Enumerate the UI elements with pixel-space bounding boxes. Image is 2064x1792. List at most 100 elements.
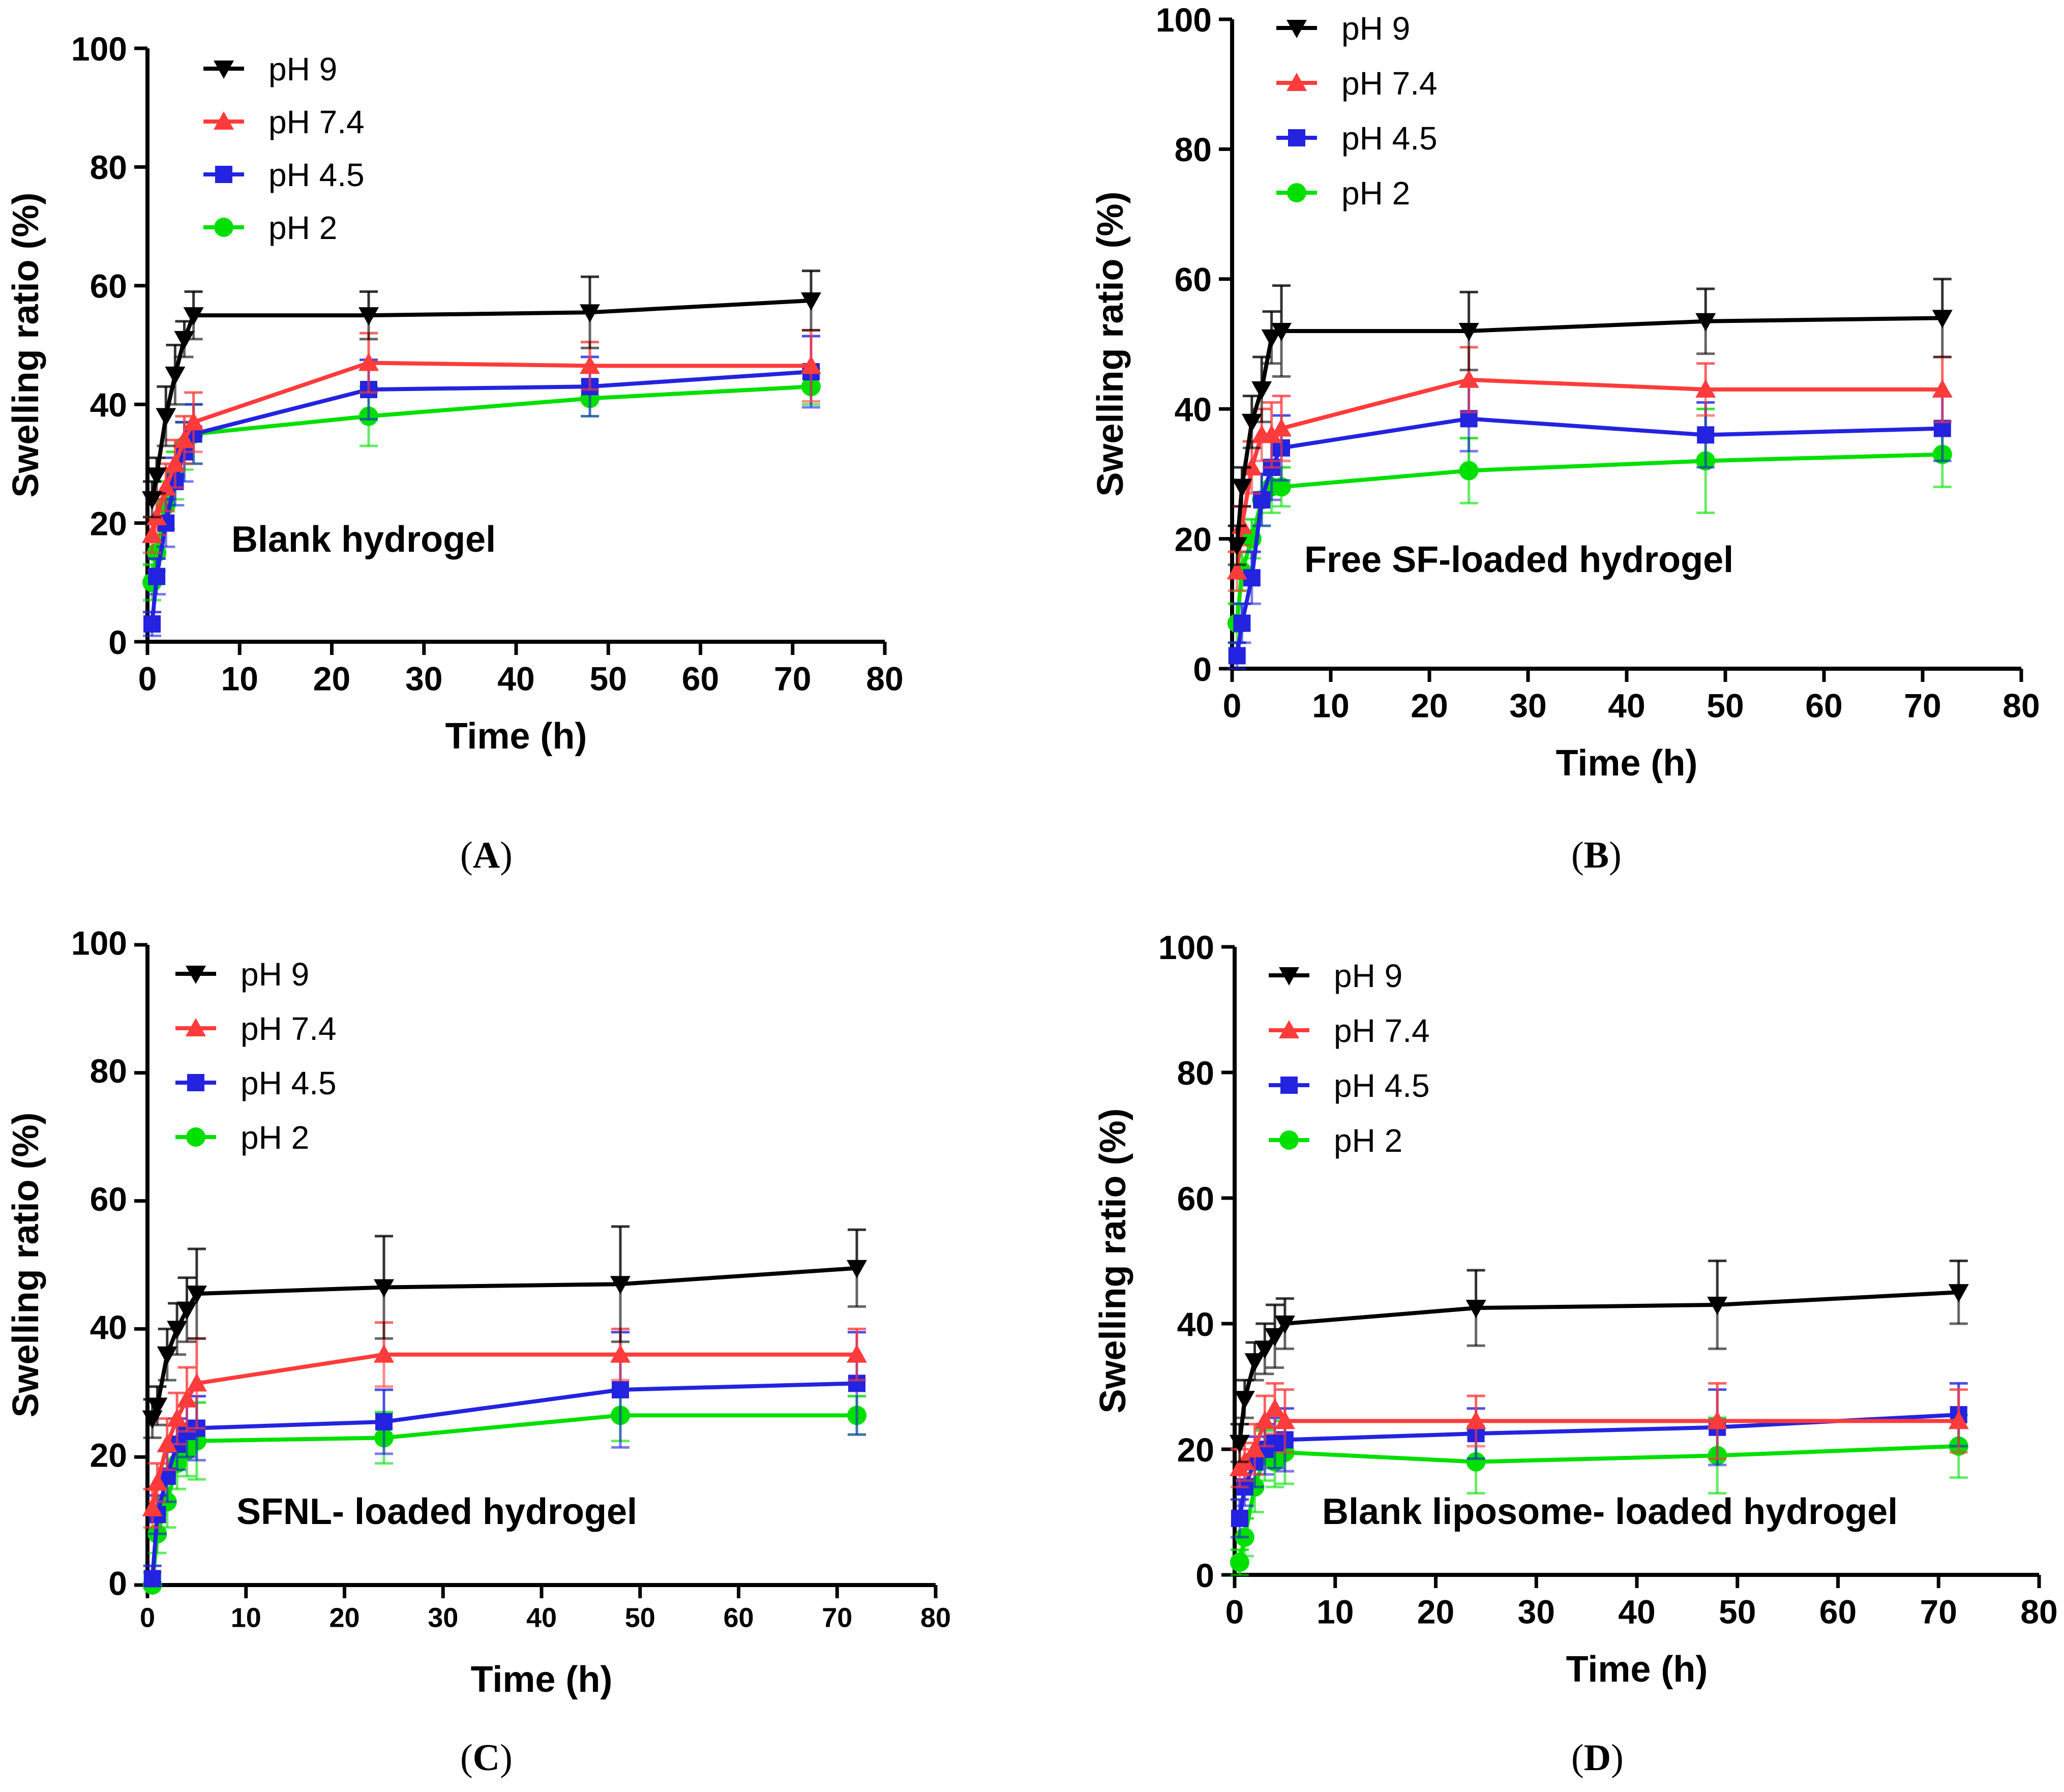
data-point	[1228, 647, 1246, 665]
data-point	[1697, 426, 1715, 444]
series-ph-9	[1227, 278, 1953, 566]
x-tick-label: 10	[1312, 686, 1349, 724]
x-axis-label: Time (h)	[471, 1659, 613, 1700]
x-tick-label: 20	[329, 1603, 360, 1633]
panel-label-c: (C)	[460, 1737, 513, 1779]
data-point	[610, 1344, 631, 1363]
data-point	[1261, 329, 1282, 348]
panel-label-d: (D)	[1571, 1737, 1624, 1779]
data-point	[167, 1321, 188, 1339]
data-point	[165, 453, 186, 472]
y-axis-label: Swelling ratio (%)	[1090, 191, 1131, 496]
data-point	[801, 355, 821, 374]
data-point	[1466, 1452, 1486, 1472]
legend-label: pH 9	[241, 956, 309, 993]
data-point	[1231, 1509, 1248, 1527]
data-point	[610, 1276, 631, 1295]
legend-marker	[1279, 967, 1299, 985]
legend-marker	[1287, 73, 1307, 91]
legend-label: pH 7.4	[1334, 1012, 1430, 1049]
data-point	[1948, 1284, 1969, 1303]
data-point	[165, 366, 186, 385]
x-tick-label: 30	[1518, 1593, 1555, 1630]
y-tick-label: 100	[71, 924, 127, 962]
data-point	[186, 1373, 207, 1392]
legend-label: pH 4.5	[241, 1065, 337, 1101]
data-point	[1458, 322, 1479, 341]
x-tick-label: 50	[590, 660, 627, 697]
x-tick-label: 50	[1719, 1593, 1756, 1630]
data-point	[374, 1344, 394, 1363]
data-point	[1932, 310, 1953, 328]
series-line	[150, 298, 812, 500]
series-ph-2	[1227, 407, 1952, 644]
data-point	[1271, 418, 1292, 437]
data-point	[1244, 1439, 1265, 1457]
data-point	[1241, 413, 1262, 432]
y-tick-label: 100	[1158, 929, 1214, 966]
x-axis-label: Time (h)	[445, 716, 587, 757]
x-tick-label: 40	[1608, 686, 1645, 724]
legend-label: pH 2	[1334, 1122, 1402, 1159]
x-tick-label: 20	[313, 660, 350, 697]
legend-marker	[187, 1074, 204, 1091]
data-point	[1695, 313, 1716, 332]
y-tick-label: 40	[90, 386, 127, 424]
x-tick-label: 30	[405, 660, 442, 697]
series-ph-7-4	[142, 328, 821, 554]
x-tick-label: 80	[2020, 1593, 2057, 1630]
data-point	[1241, 457, 1262, 476]
chart-title: Free SF-loaded hydrogel	[1304, 540, 1733, 580]
data-point	[1459, 461, 1479, 481]
x-tick-label: 30	[428, 1603, 458, 1633]
data-point	[612, 1381, 629, 1399]
chart-panel-c: 0 10 20 30 40 50 60 70 80 0 20 40 60 80 100 Time (h) Swe…	[6, 924, 951, 1700]
legend: pH 9 pH 7.4 pH 4.5 pH 2	[203, 51, 365, 246]
data-point	[1251, 381, 1272, 400]
y-tick-label: 20	[1177, 1431, 1214, 1469]
data-point	[1254, 1411, 1275, 1429]
legend-label: pH 2	[268, 210, 337, 246]
data-point	[1265, 1398, 1285, 1417]
legend-label: pH 9	[268, 51, 337, 87]
series-line	[150, 1352, 857, 1509]
x-tick-label: 40	[1618, 1593, 1655, 1630]
data-point	[186, 1286, 207, 1304]
data-point	[580, 304, 600, 323]
y-tick-label: 0	[108, 1564, 127, 1602]
data-point	[147, 1472, 168, 1491]
data-point	[358, 307, 379, 326]
x-tick-label: 60	[682, 660, 719, 697]
data-point	[847, 1344, 867, 1363]
data-point	[1465, 1300, 1486, 1319]
data-point	[1233, 614, 1251, 632]
legend-label: pH 2	[1341, 175, 1410, 212]
series-ph-7-4	[1229, 1382, 1969, 1488]
y-tick-label: 20	[90, 504, 127, 542]
data-point	[174, 430, 195, 449]
legend-label: pH 4.5	[1341, 120, 1438, 157]
data-point	[167, 1408, 188, 1427]
data-point	[1229, 1435, 1250, 1453]
x-tick-label: 0	[1225, 1593, 1244, 1630]
y-tick-label: 80	[1175, 131, 1212, 168]
legend-marker	[186, 1127, 205, 1147]
data-point	[157, 1434, 177, 1453]
data-point	[1230, 1552, 1249, 1572]
legend-marker	[1279, 1130, 1299, 1150]
series-line	[1235, 452, 1942, 623]
x-tick-label: 10	[231, 1603, 261, 1633]
series-ph-9	[1229, 1260, 1969, 1464]
data-point	[1465, 1411, 1486, 1429]
data-point	[148, 568, 166, 585]
chart-title: Blank liposome- loaded hydrogel	[1322, 1491, 1898, 1532]
y-tick-label: 60	[90, 1180, 127, 1218]
data-point	[358, 352, 379, 371]
series-ph-7-4	[1227, 346, 1953, 592]
legend-label: pH 4.5	[1334, 1067, 1430, 1104]
data-point	[183, 412, 204, 431]
x-tick-label: 30	[1509, 686, 1546, 724]
series-line	[1235, 416, 1942, 656]
data-point	[1274, 1316, 1295, 1334]
